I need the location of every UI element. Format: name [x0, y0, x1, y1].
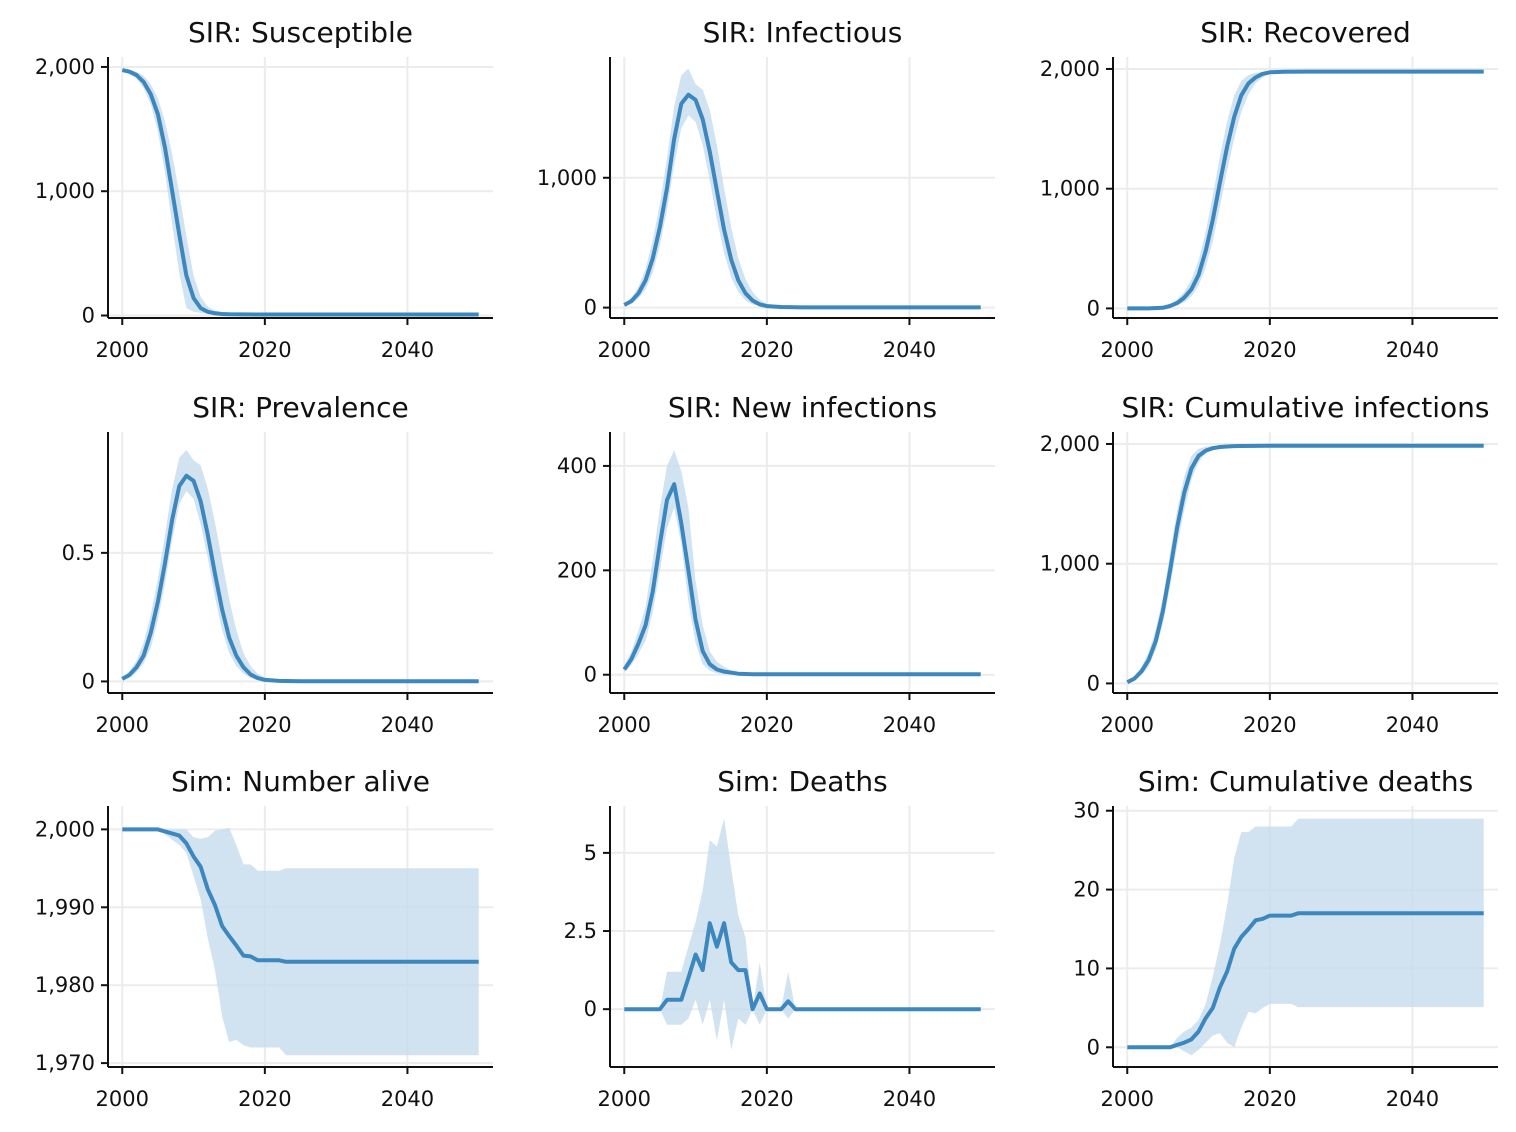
- uncertainty-band: [122, 450, 479, 682]
- x-tick-label: 2000: [598, 338, 651, 362]
- y-tick-label: 30: [1073, 799, 1100, 823]
- chart-panel-9: 2000 2020 2040 0 10 20 30 Sim: Cumulative death…: [1073, 765, 1498, 1111]
- chart-panel-3: 2000 2020 2040 0 1,000 2,000 SIR: Recovered: [1040, 16, 1498, 362]
- uncertainty-band: [1127, 71, 1484, 309]
- x-tick-label: 2020: [1243, 338, 1296, 362]
- series-line: [623, 92, 981, 310]
- uncertainty-band: [122, 827, 479, 1056]
- y-tick-label: 1,000: [1040, 177, 1100, 201]
- y-tick-label: 10: [1073, 956, 1100, 980]
- chart-title: Sim: Cumulative deaths: [1138, 765, 1473, 798]
- y-tick-label: 200: [557, 558, 597, 582]
- chart-title: SIR: Susceptible: [188, 16, 413, 49]
- y-tick-label: 0: [584, 296, 597, 320]
- y-tick-label: 0: [1087, 296, 1100, 320]
- y-tick-label: 1,980: [35, 973, 95, 997]
- chart-title: Sim: Deaths: [717, 765, 887, 798]
- x-tick-label: 2020: [1243, 1087, 1296, 1111]
- x-tick-label: 2000: [598, 713, 651, 737]
- y-tick-label: 5: [584, 841, 597, 865]
- series-line: [121, 473, 479, 684]
- x-tick-label: 2020: [238, 338, 291, 362]
- uncertainty-band: [1127, 818, 1484, 1056]
- x-tick-label: 2000: [1101, 1087, 1154, 1111]
- x-tick-label: 2040: [883, 713, 936, 737]
- chart-title: SIR: Infectious: [703, 16, 903, 49]
- y-tick-label: 400: [557, 454, 597, 478]
- y-tick-label: 0.5: [62, 541, 95, 565]
- x-tick-label: 2020: [740, 1087, 793, 1111]
- series-line: [122, 827, 479, 964]
- chart-panel-2: 2000 2020 2040 0 1,000 SIR: Infectious: [537, 16, 995, 362]
- y-tick-label: 20: [1073, 878, 1100, 902]
- x-tick-label: 2000: [1101, 338, 1154, 362]
- x-tick-label: 2020: [1243, 713, 1296, 737]
- x-tick-label: 2040: [1386, 338, 1439, 362]
- y-tick-label: 1,970: [35, 1051, 95, 1075]
- y-tick-label: 2,000: [35, 817, 95, 841]
- x-tick-label: 2020: [740, 338, 793, 362]
- chart-panel-1: 2000 2020 2040 0 1,000 2,000 SIR: Susceptible: [35, 16, 493, 362]
- series-line: [622, 482, 981, 677]
- uncertainty-band: [624, 450, 981, 675]
- y-tick-label: 0: [584, 663, 597, 687]
- y-tick-label: 1,000: [1040, 552, 1100, 576]
- y-tick-label: 0: [82, 304, 95, 328]
- series-line: [1127, 69, 1484, 311]
- y-tick-label: 2,000: [1040, 57, 1100, 81]
- x-tick-label: 2040: [883, 1087, 936, 1111]
- y-tick-label: 1,000: [537, 166, 597, 190]
- y-tick-label: 0: [584, 997, 597, 1021]
- x-tick-label: 2040: [381, 713, 434, 737]
- x-tick-label: 2020: [238, 713, 291, 737]
- chart-title: SIR: Prevalence: [192, 391, 409, 424]
- y-tick-label: 2.5: [564, 919, 597, 943]
- uncertainty-band: [624, 68, 981, 308]
- y-tick-label: 1,990: [35, 895, 95, 919]
- x-tick-label: 2040: [381, 1087, 434, 1111]
- uncertainty-band: [624, 818, 981, 1050]
- x-tick-label: 2000: [598, 1087, 651, 1111]
- chart-title: SIR: Recovered: [1200, 16, 1411, 49]
- x-tick-label: 2020: [238, 1087, 291, 1111]
- x-tick-label: 2020: [740, 713, 793, 737]
- y-tick-label: 0: [1087, 671, 1100, 695]
- chart-panel-5: 2000 2020 2040 0 200 400 SIR: New infections: [557, 391, 995, 737]
- y-tick-label: 0: [82, 669, 95, 693]
- series-line: [624, 921, 981, 1012]
- chart-panel-8: 2000 2020 2040 0 2.5 5 Sim: Deaths: [564, 765, 995, 1111]
- x-tick-label: 2000: [96, 338, 149, 362]
- chart-panel-6: 2000 2020 2040 0 1,000 2,000 SIR: Cumulative i…: [1040, 391, 1498, 737]
- series-line: [121, 68, 479, 317]
- chart-panel-7: 2000 2020 2040 1,970 1,980 1,990 2,000 Sim: Num…: [35, 765, 493, 1111]
- chart-title: Sim: Number alive: [171, 765, 430, 798]
- x-tick-label: 2040: [1386, 713, 1439, 737]
- chart-title: SIR: New infections: [668, 391, 937, 424]
- series-line: [1126, 443, 1484, 684]
- x-tick-label: 2000: [1101, 713, 1154, 737]
- x-tick-label: 2040: [381, 338, 434, 362]
- chart-panel-4: 2000 2020 2040 0 0.5 SIR: Prevalence: [62, 391, 493, 737]
- chart-title: SIR: Cumulative infections: [1122, 391, 1490, 424]
- x-tick-label: 2040: [883, 338, 936, 362]
- y-tick-label: 1,000: [35, 179, 95, 203]
- y-tick-label: 2,000: [1040, 432, 1100, 456]
- x-tick-label: 2000: [96, 713, 149, 737]
- y-tick-label: 0: [1087, 1035, 1100, 1059]
- x-tick-label: 2040: [1386, 1087, 1439, 1111]
- y-tick-label: 2,000: [35, 55, 95, 79]
- x-tick-label: 2000: [96, 1087, 149, 1111]
- series-line: [1127, 911, 1484, 1050]
